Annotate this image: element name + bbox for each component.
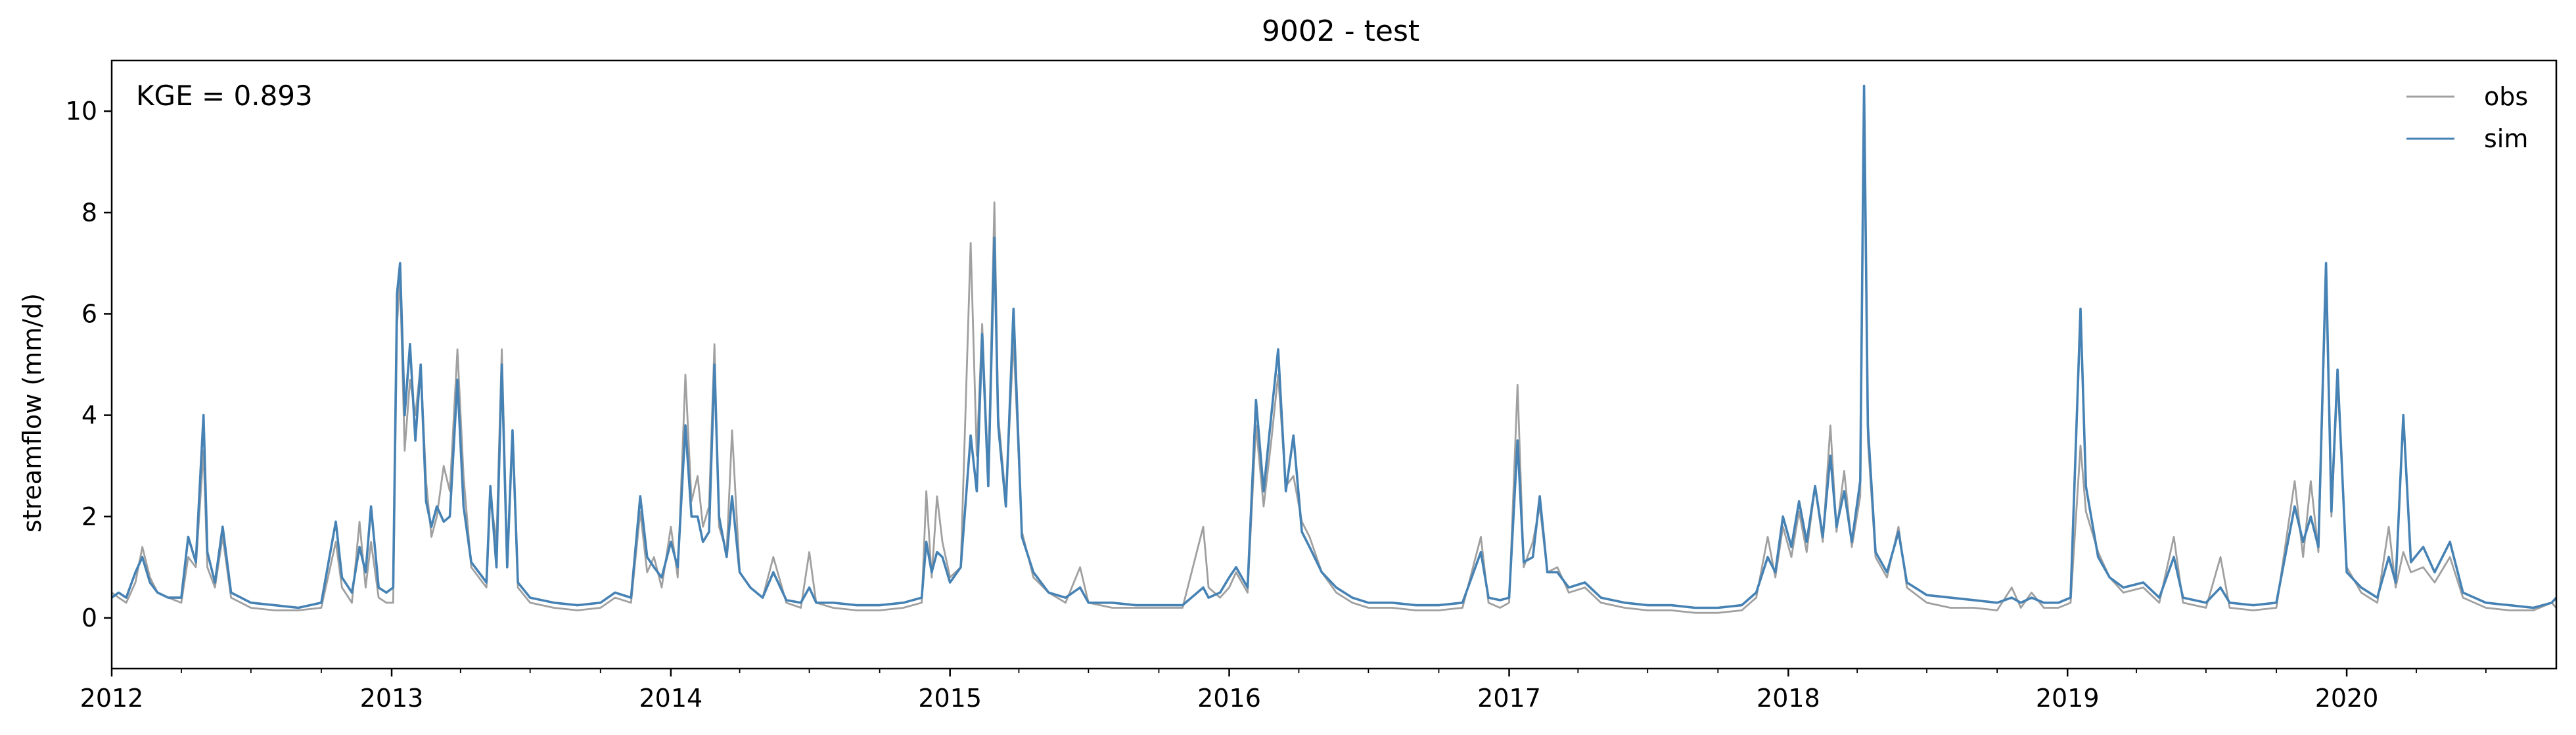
x-tick-label: 2020 [2315, 684, 2379, 713]
x-tick-label: 2018 [1757, 684, 1820, 713]
kge-annotation: KGE = 0.893 [136, 80, 313, 112]
y-tick-label: 4 [81, 401, 97, 430]
y-tick-label: 2 [81, 502, 97, 531]
chart-title: 9002 - test [1262, 14, 1419, 48]
legend-label-sim: sim [2484, 124, 2528, 153]
series-line-sim [110, 84, 2558, 609]
legend: obs sim [2406, 82, 2528, 153]
x-tick-label: 2015 [918, 684, 982, 713]
y-axis-label: streamflow (mm/d) [18, 293, 47, 533]
x-tick-label: 2014 [639, 684, 702, 713]
y-axis-ticks: 0 2 4 6 8 10 [66, 97, 112, 632]
y-tick-label: 6 [81, 299, 97, 328]
x-tick-label: 2016 [1197, 684, 1261, 713]
legend-label-obs: obs [2484, 82, 2528, 111]
y-tick-label: 0 [81, 604, 97, 632]
x-tick-label: 2013 [360, 684, 424, 713]
plot-area-frame [110, 59, 2558, 670]
x-tick-label: 2012 [80, 684, 144, 713]
y-tick-label: 8 [81, 198, 97, 227]
series-layer [110, 84, 2558, 614]
series-line-obs [111, 95, 2558, 614]
y-tick-label: 10 [66, 97, 97, 126]
x-axis-ticks: 2012 2013 2014 2015 2016 2017 2018 2019 2020 [80, 669, 2487, 713]
x-tick-label: 2017 [1477, 684, 1541, 713]
x-tick-label: 2019 [2036, 684, 2100, 713]
